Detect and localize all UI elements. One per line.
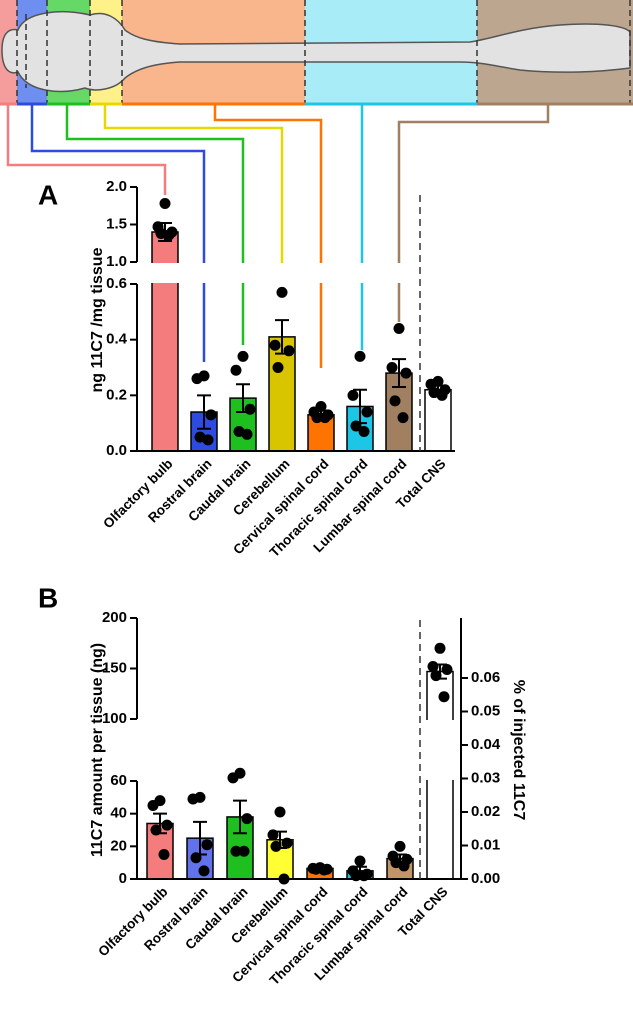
data-point (361, 406, 373, 418)
data-point (227, 772, 239, 784)
data-point (150, 824, 162, 836)
data-point (267, 829, 279, 841)
data-point (147, 800, 159, 811)
data-point (201, 839, 213, 851)
data-point (230, 364, 242, 376)
data-point (441, 664, 453, 676)
data-point (244, 403, 256, 415)
cns-schematic (0, 0, 633, 368)
y-axis-label: 11C7 amount per tissue (ng) (89, 643, 106, 857)
data-point (425, 378, 437, 390)
data-point (202, 434, 214, 446)
y-tick-label: 150 (102, 659, 127, 676)
y-tick-label: 100 (102, 710, 127, 727)
data-point (436, 389, 448, 401)
panel-label: B (38, 582, 58, 613)
data-point (310, 863, 322, 875)
y-tick-label: 0.6 (106, 275, 127, 292)
data-point (158, 849, 170, 860)
y-tick-label: 60 (110, 772, 127, 789)
data-point (438, 691, 450, 703)
y2-tick-label: 0.03 (471, 769, 500, 786)
data-point (354, 350, 366, 362)
data-point (238, 845, 250, 857)
data-point (281, 837, 293, 849)
y2-tick-label: 0.06 (471, 669, 500, 686)
y-tick-label: 200 (102, 609, 127, 626)
y-tick-label: 0.4 (106, 331, 128, 348)
data-point (272, 362, 284, 373)
error-bar (233, 799, 247, 835)
x-tick-label: Olfactory bulb (100, 456, 175, 531)
y-tick-label: 0.2 (106, 386, 127, 403)
data-point (354, 855, 366, 867)
data-point (347, 389, 359, 401)
y2-tick-label: 0.04 (471, 736, 501, 753)
data-point (350, 420, 362, 432)
y-axis-label: ng 11C7 /mg tissue (89, 247, 106, 392)
y2-tick-label: 0.05 (471, 702, 500, 719)
data-point (163, 229, 175, 241)
data-point (269, 339, 281, 351)
data-point (270, 840, 282, 852)
y2-tick-label: 0.01 (471, 836, 500, 853)
y2-tick-label: 0.02 (471, 803, 500, 820)
data-point (241, 428, 253, 440)
data-point (283, 345, 295, 357)
data-point (191, 373, 203, 385)
y-tick-label: 0 (119, 870, 127, 887)
data-point (278, 873, 290, 885)
connectors (6, 104, 550, 368)
y2-axis-label: % of injected 11C7 (510, 680, 527, 821)
data-point (311, 412, 323, 424)
y-tick-label: 1.0 (106, 253, 127, 270)
data-point (237, 350, 249, 362)
data-point (350, 870, 362, 882)
data-point (161, 819, 173, 831)
data-point (241, 813, 253, 825)
region-borders (16, 0, 631, 104)
data-point (398, 860, 410, 872)
data-point (205, 409, 217, 421)
y2-tick-label: 0.00 (471, 870, 500, 887)
data-point (230, 845, 242, 857)
panel-label: A (38, 179, 58, 210)
error-bar (197, 394, 211, 430)
data-point (400, 367, 412, 379)
data-point (389, 395, 401, 407)
data-point (190, 852, 202, 864)
x-tick-label: Olfactory bulb (95, 884, 170, 959)
data-point (198, 865, 210, 877)
data-point (397, 412, 409, 424)
y-tick-label: 1.5 (106, 215, 127, 232)
data-point (394, 840, 406, 852)
data-point (358, 870, 370, 882)
data-point (427, 660, 439, 672)
data-point (319, 412, 331, 424)
error-bar (392, 358, 406, 388)
data-point (274, 806, 286, 818)
data-point (434, 642, 446, 654)
data-point (430, 670, 442, 682)
y-tick-label: 40 (110, 805, 127, 822)
y-tick-label: 20 (110, 837, 127, 854)
data-point (358, 426, 370, 438)
axis-break-gap (129, 263, 459, 283)
y-tick-label: 0.0 (106, 442, 127, 459)
y-tick-label: 2.0 (106, 178, 127, 195)
charts: Ang 11C7 /mg tissue 0.0 0.2 0.4 0.6 1.0 1.5 2.0… (38, 178, 527, 988)
axis-break-gap (129, 720, 465, 780)
data-point (318, 864, 330, 876)
data-point (187, 793, 199, 805)
data-point (276, 286, 288, 298)
data-point (393, 323, 405, 335)
data-point (159, 198, 171, 209)
data-point (386, 362, 398, 373)
